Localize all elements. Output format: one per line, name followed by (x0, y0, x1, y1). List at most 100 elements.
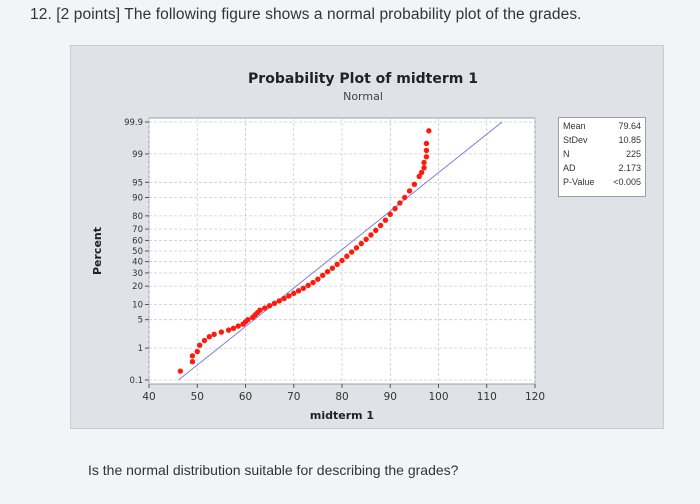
y-tick-label: 95 (132, 178, 143, 188)
data-point (368, 232, 374, 238)
x-tick-label: 100 (428, 391, 448, 403)
stat-value: 2.173 (618, 163, 641, 173)
data-point (271, 300, 278, 307)
stat-p-value: P-Value <0.005 (563, 177, 641, 190)
data-point (421, 165, 427, 171)
stat-value: 225 (625, 149, 641, 159)
data-point (189, 353, 196, 359)
data-point (339, 257, 345, 264)
data-point (411, 181, 418, 187)
x-axis-label: midterm 1 (310, 409, 374, 422)
data-point (201, 337, 208, 344)
stat-label: N (563, 149, 570, 159)
stat-mean: Mean 79.64 (563, 121, 641, 134)
data-point (189, 359, 196, 365)
data-point (373, 227, 379, 234)
data-point (235, 323, 241, 329)
stat-value: <0.005 (613, 177, 641, 187)
stats-legend: Mean 79.64 StDev 10.85 N 225 AD 2.173 P-… (558, 117, 646, 197)
data-point (286, 293, 292, 299)
x-tick-label: 50 (191, 391, 204, 403)
y-tick-label: 10 (132, 300, 143, 310)
data-point (387, 211, 393, 218)
data-point (300, 285, 307, 291)
y-tick-label: 60 (132, 236, 143, 246)
data-point (348, 249, 355, 255)
data-point (295, 288, 302, 294)
y-axis-label: Percent (91, 227, 104, 275)
grid-lines (148, 118, 536, 384)
data-point (211, 331, 217, 337)
probability-plot-figure: Probability Plot of midterm 1 Normal 0.1… (70, 45, 664, 429)
stat-label: Mean (563, 121, 586, 131)
stat-label: StDev (563, 135, 588, 145)
data-point (196, 342, 203, 348)
data-point (406, 188, 413, 194)
data-point (310, 279, 316, 286)
data-point (382, 217, 389, 223)
y-tick-label: 20 (132, 282, 143, 292)
data-point (423, 154, 430, 160)
data-point (418, 169, 425, 176)
chart-subtitle: Normal (343, 90, 383, 103)
stat-value: 10.85 (618, 135, 641, 145)
data-point (218, 329, 225, 335)
y-tick-label: 0.1 (129, 376, 143, 386)
footer-question: Is the normal distribution suitable for … (88, 462, 459, 478)
data-point (177, 368, 184, 374)
data-point (225, 327, 232, 333)
data-point (230, 325, 237, 332)
x-tick-label: 110 (477, 391, 497, 403)
data-point (397, 200, 403, 206)
data-point (262, 305, 268, 311)
data-point (257, 307, 263, 313)
x-tick-label: 120 (525, 391, 545, 403)
data-point (291, 290, 297, 297)
data-point (276, 298, 282, 304)
y-tick-label: 5 (138, 316, 143, 326)
data-point (266, 303, 273, 309)
y-tick-label: 99.9 (124, 118, 143, 128)
stat-stdev: StDev 10.85 (563, 135, 641, 148)
data-point (423, 140, 430, 147)
x-tick-label: 40 (142, 391, 155, 403)
y-tick-label: 40 (132, 258, 143, 268)
y-tick-label: 1 (138, 344, 143, 354)
stat-n: N 225 (563, 149, 641, 162)
data-point (206, 334, 213, 340)
y-tick-label: 99 (132, 150, 143, 160)
stat-label: AD (563, 163, 576, 173)
x-axis-ticks: 40 50 60 70 80 90 100 110 120 (142, 384, 545, 403)
y-tick-label: 50 (132, 247, 143, 257)
data-point (377, 222, 384, 229)
y-tick-label: 70 (132, 225, 143, 235)
data-point (324, 268, 331, 275)
stat-value: 79.64 (618, 121, 641, 131)
x-tick-label: 70 (287, 391, 300, 403)
x-tick-label: 90 (384, 391, 397, 403)
data-point (281, 295, 287, 302)
stat-ad: AD 2.173 (563, 163, 641, 176)
data-point (320, 272, 326, 279)
data-point (344, 253, 350, 259)
stat-label: P-Value (563, 177, 595, 187)
data-point (426, 128, 432, 134)
probability-plot: Probability Plot of midterm 1 Normal 0.1… (91, 71, 545, 422)
chart-title: Probability Plot of midterm 1 (248, 71, 478, 87)
data-points (177, 128, 432, 374)
data-point (353, 245, 360, 251)
y-tick-label: 90 (132, 194, 143, 204)
fit-line (178, 121, 503, 381)
data-point (329, 265, 336, 271)
data-point (392, 205, 398, 212)
data-point (421, 159, 427, 166)
x-tick-label: 60 (239, 391, 252, 403)
data-point (363, 236, 369, 243)
data-point (305, 282, 311, 289)
data-point (423, 147, 430, 154)
x-tick-label: 80 (335, 391, 348, 403)
data-point (194, 348, 200, 355)
y-tick-label: 30 (132, 269, 143, 279)
data-point (334, 261, 340, 268)
data-point (245, 316, 251, 323)
